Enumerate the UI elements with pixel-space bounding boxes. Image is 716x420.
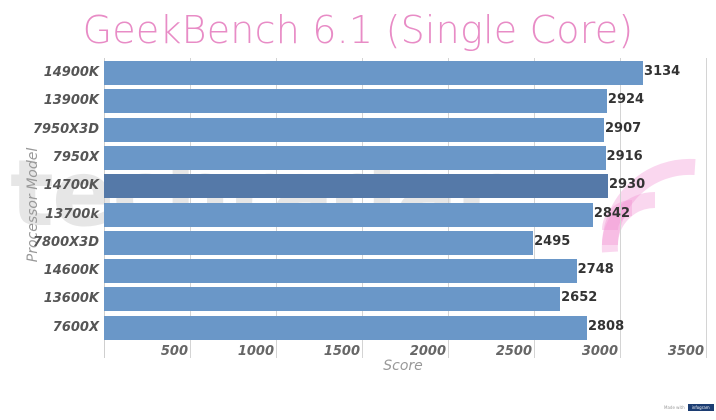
bar[interactable] bbox=[104, 202, 593, 227]
x-tick-label: 3000 bbox=[581, 344, 618, 359]
bar-value-label: 2808 bbox=[587, 318, 625, 334]
x-tick-label: 2000 bbox=[409, 344, 446, 359]
x-tick-label: 500 bbox=[160, 344, 188, 359]
bar[interactable] bbox=[104, 315, 587, 340]
bar[interactable] bbox=[104, 117, 604, 142]
bar-value-label: 3134 bbox=[644, 64, 681, 79]
category-label: 14700K bbox=[43, 178, 99, 194]
bar-value-label: 2652 bbox=[561, 290, 598, 306]
badge-brand: infogram bbox=[687, 404, 714, 411]
chart-title: GeekBench 6.1 (Single Core) bbox=[82, 8, 634, 52]
category-label: 13700k bbox=[45, 206, 99, 222]
bar-value-label: 2842 bbox=[593, 205, 630, 221]
bar-value-label: 2748 bbox=[577, 262, 614, 278]
bar[interactable] bbox=[104, 61, 644, 85]
gridline bbox=[706, 58, 707, 358]
category-label: 7800X3D bbox=[32, 234, 99, 250]
bar[interactable] bbox=[104, 174, 608, 199]
x-tick-label: 1000 bbox=[237, 344, 274, 359]
badge-prefix: Made with bbox=[664, 405, 685, 410]
gridline bbox=[620, 58, 621, 358]
plot-area: 3134 2924 2907 2916 2930 2842 2495 2748 2652 2808 bbox=[104, 58, 707, 358]
bar[interactable] bbox=[104, 89, 607, 114]
bar[interactable] bbox=[104, 259, 577, 284]
bar-value-label: 2495 bbox=[534, 233, 571, 249]
category-label: 13900K bbox=[43, 93, 99, 109]
category-label: 7950X3D bbox=[32, 121, 99, 137]
category-label: 13600K bbox=[43, 291, 99, 307]
category-label: 7600X bbox=[52, 319, 99, 335]
category-label: 7950X bbox=[52, 149, 99, 165]
bar[interactable] bbox=[104, 230, 534, 255]
bar-value-label: 2930 bbox=[608, 177, 646, 193]
x-axis-label: Score bbox=[383, 358, 423, 374]
x-tick-label: 2500 bbox=[495, 344, 532, 359]
category-label: 14900K bbox=[43, 65, 99, 80]
infogram-badge[interactable]: Made with infogram bbox=[664, 404, 714, 411]
x-tick-label: 3500 bbox=[667, 344, 704, 359]
bar-value-label: 2924 bbox=[607, 92, 645, 108]
bar[interactable] bbox=[104, 287, 561, 312]
x-tick-label: 1500 bbox=[323, 344, 360, 359]
bar-value-label: 2907 bbox=[605, 120, 642, 136]
category-label: 14600K bbox=[43, 263, 99, 279]
bar[interactable] bbox=[104, 145, 606, 170]
bar-value-label: 2916 bbox=[606, 148, 643, 164]
